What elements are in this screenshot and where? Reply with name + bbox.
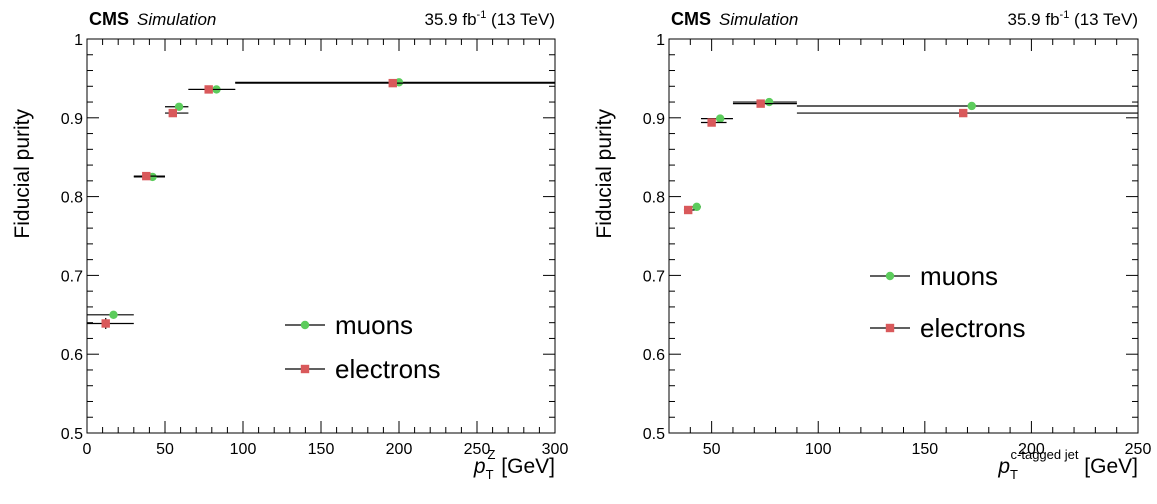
- x-axis-label-sup: Z: [488, 447, 496, 462]
- legend-marker-circle: [300, 320, 310, 330]
- lumi-value: 35.9 fb: [1008, 10, 1060, 29]
- marker-circle: [174, 102, 184, 111]
- marker-square: [388, 78, 397, 88]
- y-tick-label: 0.5: [643, 426, 665, 443]
- x-tick-label: 100: [230, 441, 257, 458]
- x-tick-label: 250: [1125, 441, 1152, 458]
- chart-panel-2: 50 100 150 200 250 0.5 0.6 0.7 0.8 0.9 1 Fiducial p…: [593, 9, 1151, 482]
- plot-frame: [668, 38, 1139, 434]
- legend: muons electrons: [285, 310, 441, 384]
- marker-square: [707, 118, 716, 127]
- x-axis-label-unit: [GeV]: [1078, 455, 1138, 478]
- marker-circle: [692, 202, 701, 212]
- x-tick-label: 50: [703, 441, 721, 458]
- lumi-header: 35.9 fb-1 (13 TeV): [425, 9, 555, 29]
- plot-frame: [86, 38, 556, 434]
- lumi-sup: -1: [477, 9, 487, 21]
- y-tick-label: 0.5: [61, 426, 83, 443]
- cms-label: Simulation: [719, 10, 798, 29]
- y-tick-label: 0.9: [643, 111, 665, 128]
- y-tick-label: 0.8: [61, 190, 83, 207]
- chart-panel-1: 0 50 100 150 200 250 300 0.5 0.6 0.7 0.8 0.9 1 Fiduci…: [11, 9, 568, 482]
- x-axis-label-sup: c-tagged jet: [1011, 447, 1079, 462]
- data-point: [732, 97, 797, 107]
- cms-experiment: CMS: [671, 9, 711, 29]
- marker-square: [142, 171, 151, 181]
- y-tick-label: 0.6: [61, 347, 83, 364]
- data-point: [732, 99, 797, 108]
- x-axis-label-unit: [GeV]: [495, 455, 555, 478]
- energy-value: (13 TeV): [486, 10, 555, 29]
- x-axis-label: pTZ [GeV]: [473, 447, 555, 482]
- cms-header: CMS Simulation: [89, 9, 216, 29]
- legend-marker-square: [885, 323, 895, 333]
- y-tick-label: 0.9: [61, 111, 83, 128]
- data-point: [188, 85, 236, 94]
- x-tick-label: 250: [464, 441, 491, 458]
- y-axis-label: Fiducial purity: [11, 109, 34, 239]
- marker-circle: [715, 114, 725, 123]
- data-point: [796, 101, 1138, 111]
- y-tick-label: 0.7: [61, 268, 83, 285]
- marker-circle: [109, 310, 118, 319]
- y-tick-label: 1: [74, 32, 83, 49]
- series-electrons: [683, 99, 1138, 215]
- marker-square: [683, 205, 693, 215]
- y-axis-label: Fiducial purity: [593, 109, 616, 239]
- marker-circle: [967, 101, 976, 111]
- data-point: [165, 108, 189, 118]
- legend-entry-electrons: electrons: [920, 313, 1026, 343]
- data-point: [700, 114, 733, 123]
- lumi-sup: -1: [1060, 9, 1070, 21]
- data-point: [796, 108, 1138, 118]
- legend-entry-muons: muons: [335, 310, 413, 340]
- legend-entry-muons: muons: [920, 261, 998, 291]
- x-tick-label: 50: [156, 441, 174, 458]
- x-axis-label-var: p: [997, 455, 1010, 478]
- x-axis-label: pTc-tagged jet [GeV]: [997, 447, 1138, 482]
- x-tick-label: 150: [911, 441, 938, 458]
- x-tick-label: 0: [83, 441, 92, 458]
- marker-square: [204, 85, 213, 94]
- y-tick-label: 0.7: [643, 268, 665, 285]
- data-point: [683, 205, 695, 215]
- series-electrons: [87, 78, 555, 329]
- lumi-header: 35.9 fb-1 (13 TeV): [1008, 9, 1138, 29]
- data-point: [165, 102, 189, 111]
- cms-experiment: CMS: [89, 9, 129, 29]
- x-tick-label: 300: [542, 441, 569, 458]
- cms-label: Simulation: [137, 10, 216, 29]
- y-tick-label: 0.8: [643, 190, 665, 207]
- legend-entry-electrons: electrons: [335, 354, 441, 384]
- lumi-value: 35.9 fb: [425, 10, 477, 29]
- marker-square: [101, 319, 110, 328]
- x-tick-label: 200: [386, 441, 413, 458]
- legend: muons electrons: [870, 261, 1026, 343]
- marker-square: [958, 108, 968, 118]
- legend-marker-square: [300, 364, 310, 374]
- y-tick-label: 0.6: [643, 347, 665, 364]
- legend-marker-circle: [885, 271, 895, 281]
- data-point: [700, 118, 727, 127]
- x-axis-label-var: p: [473, 455, 486, 478]
- data-point: [133, 171, 165, 181]
- marker-square: [168, 108, 177, 118]
- energy-value: (13 TeV): [1069, 10, 1138, 29]
- series-muons: [87, 78, 555, 319]
- marker-square: [756, 99, 765, 108]
- cms-header: CMS Simulation: [671, 9, 798, 29]
- x-tick-label: 100: [805, 441, 832, 458]
- data-point: [87, 317, 134, 329]
- data-point: [235, 78, 555, 88]
- x-axis-label-sub: T: [486, 467, 494, 482]
- data-point: [87, 310, 134, 319]
- x-tick-label: 200: [1018, 441, 1045, 458]
- x-axis-label-sub: T: [1010, 467, 1018, 482]
- series-muons: [690, 97, 1138, 212]
- marker-circle: [764, 97, 774, 107]
- x-tick-label: 150: [308, 441, 335, 458]
- y-tick-label: 1: [656, 32, 665, 49]
